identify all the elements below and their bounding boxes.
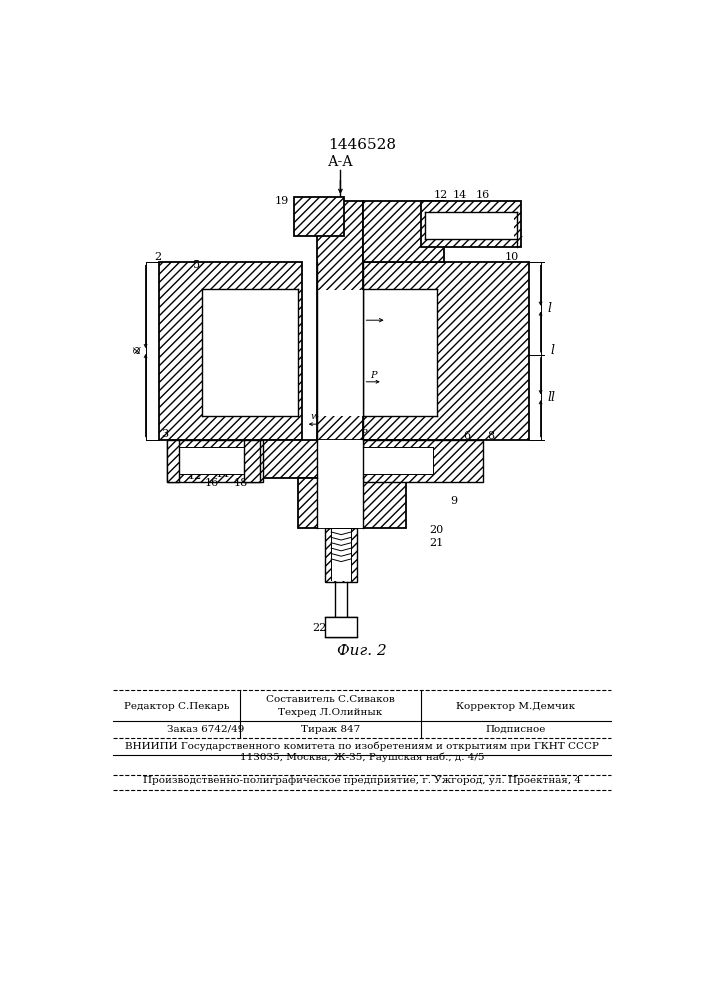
Text: Составитель С.Сиваков: Составитель С.Сиваков (266, 695, 395, 704)
Text: 14: 14 (216, 469, 230, 479)
Text: 11: 11 (191, 460, 205, 470)
Text: ВНИИПИ Государственного комитета по изобретениям и открытиям при ГКНТ СССР: ВНИИПИ Государственного комитета по изоб… (125, 741, 599, 751)
Text: 2: 2 (154, 252, 161, 262)
Text: 3: 3 (161, 429, 168, 439)
Text: 8: 8 (487, 431, 494, 441)
Text: А-А: А-А (327, 155, 354, 169)
Text: l: l (550, 391, 554, 404)
Text: 20: 20 (430, 525, 444, 535)
Text: P: P (361, 429, 367, 438)
Bar (363, 262, 529, 440)
Bar (425, 212, 514, 239)
Text: v: v (331, 466, 337, 475)
Text: 16: 16 (476, 190, 490, 200)
Text: w: w (311, 412, 319, 421)
Bar (421, 201, 521, 247)
Text: 19: 19 (274, 196, 288, 206)
Bar (318, 440, 363, 478)
Bar (363, 201, 444, 262)
Bar (363, 447, 433, 474)
Text: 1: 1 (317, 250, 325, 260)
Text: 22: 22 (312, 623, 327, 633)
Text: P: P (370, 371, 377, 380)
Bar (318, 478, 363, 528)
Text: Заказ 6742/49: Заказ 6742/49 (167, 725, 245, 734)
Bar (167, 440, 264, 482)
Text: 9: 9 (450, 496, 457, 506)
Text: v: v (326, 404, 332, 413)
Text: l: l (548, 391, 552, 404)
Text: 6: 6 (463, 431, 470, 441)
Text: Производственно-полиграфическое предприятие, г. Ужгород, ул. Проектная, 4: Производственно-полиграфическое предприя… (143, 776, 581, 785)
Bar (298, 478, 406, 528)
Text: z: z (132, 348, 144, 354)
Bar (325, 617, 357, 637)
Text: Корректор М.Демчик: Корректор М.Демчик (457, 702, 575, 711)
Text: 16: 16 (205, 478, 219, 488)
Bar (167, 440, 179, 482)
Bar (179, 447, 252, 474)
Text: Техред Л.Олийнык: Техред Л.Олийнык (279, 708, 382, 717)
Bar (363, 440, 483, 482)
Text: z: z (133, 344, 140, 358)
Text: 14: 14 (452, 190, 467, 200)
Text: 21: 21 (430, 538, 444, 548)
Bar (244, 440, 259, 482)
Bar (363, 289, 437, 416)
Text: P: P (324, 363, 331, 372)
Bar (331, 529, 351, 581)
Text: Тираж 847: Тираж 847 (300, 725, 360, 734)
Text: l: l (548, 302, 552, 315)
Bar (317, 201, 363, 440)
Text: 113035, Москва, Ж-35, Раушская наб., д. 4/5: 113035, Москва, Ж-35, Раушская наб., д. … (240, 753, 484, 762)
Text: 1446528: 1446528 (328, 138, 396, 152)
Text: l: l (550, 344, 554, 358)
Text: 5: 5 (193, 260, 200, 270)
Text: 11: 11 (510, 229, 525, 239)
Bar (325, 528, 357, 582)
Text: 18: 18 (233, 478, 247, 488)
Text: P: P (341, 312, 348, 321)
Bar (318, 290, 363, 416)
Bar (294, 197, 344, 235)
Bar (201, 289, 298, 416)
Text: 10: 10 (505, 252, 519, 262)
Text: Редактор С.Пекарь: Редактор С.Пекарь (124, 702, 229, 711)
Bar (160, 262, 302, 440)
Text: 12: 12 (433, 190, 448, 200)
Text: Подписное: Подписное (486, 725, 546, 734)
Bar (259, 440, 429, 478)
Text: Фиг. 2: Фиг. 2 (337, 644, 387, 658)
Text: 12: 12 (188, 471, 202, 481)
